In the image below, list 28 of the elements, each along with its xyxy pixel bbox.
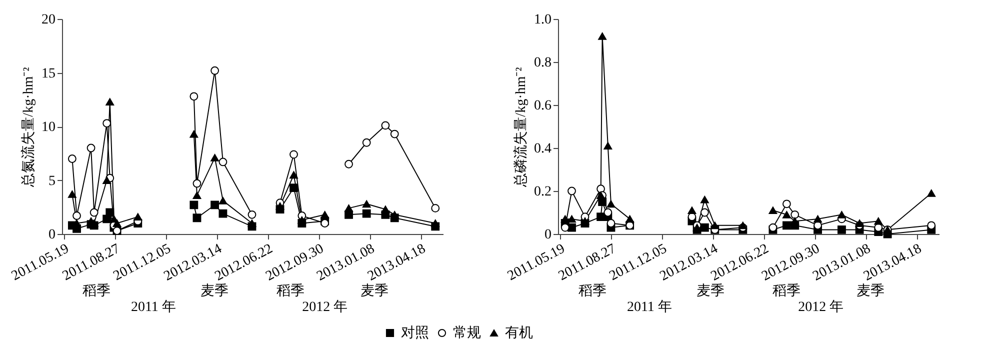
text: 稻季 (578, 282, 606, 300)
text: 2012 年 (798, 298, 844, 316)
y-tick-label: 0.4 (534, 142, 552, 156)
y-axis-title: 总磷流失量/kg·hm⁻² (513, 67, 529, 188)
legend-label: 常规 (453, 325, 481, 341)
text: 2012 年 (302, 298, 348, 316)
y-tick-label: 15 (42, 66, 56, 82)
y-tick-label: 0.6 (534, 98, 552, 114)
y-tick-label: 10 (42, 120, 56, 135)
y-axis-title: 总氮流失量/kg·hm⁻² (20, 67, 36, 188)
y-tick-label: 0.2 (534, 184, 552, 200)
text: 麦季 (856, 282, 884, 300)
y-tick-label: 20 (42, 12, 56, 28)
y-tick-label: 0.8 (534, 56, 552, 70)
text: 2011 年 (626, 298, 672, 316)
legend-label: 有机 (505, 325, 533, 341)
text: 稻季 (82, 282, 110, 300)
text: 麦季 (360, 282, 388, 300)
legend-label: 对照 (401, 325, 429, 341)
y-tick-label: 5 (48, 174, 56, 189)
text: 稻季 (276, 282, 305, 300)
text: 麦季 (200, 282, 228, 300)
text: 稻季 (772, 282, 801, 300)
text: 麦季 (696, 282, 724, 300)
y-tick-label: 0 (544, 228, 552, 242)
y-tick-label: 1.0 (534, 12, 552, 28)
text: 2011 年 (130, 298, 176, 316)
y-tick-label: 0 (48, 228, 56, 242)
